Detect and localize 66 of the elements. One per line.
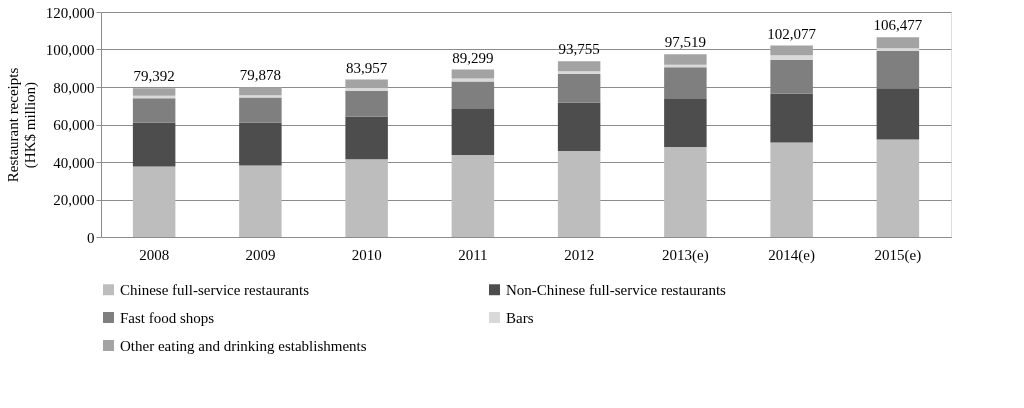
legend-label: Chinese full-service restaurants: [120, 281, 310, 298]
bar: [345, 79, 388, 88]
total-label: 79,392: [133, 68, 175, 85]
legend-label: Fast food shops: [120, 309, 215, 326]
y-tick-label: 80,000: [53, 79, 95, 96]
total-label: 83,957: [346, 59, 388, 76]
bar: [664, 147, 707, 237]
bar: [876, 139, 920, 237]
bar: [345, 87, 388, 91]
x-tick-label: 2013(e): [662, 246, 709, 264]
bar: [876, 88, 920, 140]
bar: [132, 98, 176, 123]
x-tick-label: 2012: [564, 246, 595, 263]
bar: [345, 116, 388, 160]
bar: [239, 95, 282, 98]
bar: [770, 55, 813, 60]
bar: [451, 155, 495, 237]
x-tick-label: 2008: [139, 246, 170, 263]
bar: [876, 48, 920, 51]
x-tick-label: 2015(e): [874, 246, 922, 264]
bar: [664, 99, 707, 147]
total-label: 97,519: [664, 34, 706, 51]
y-tick-label: 60,000: [53, 117, 95, 133]
legend-label: Other eating and drinking establishments: [120, 337, 367, 354]
y-tick-label: 100,000: [45, 42, 95, 58]
bar: [239, 122, 282, 166]
bar: [557, 74, 601, 103]
total-label: 93,755: [558, 41, 600, 58]
bar: [770, 59, 813, 94]
x-tick-label: 2014(e): [768, 246, 815, 264]
bar: [239, 97, 282, 123]
total-label: 89,299: [452, 49, 494, 66]
bar: [876, 50, 920, 89]
bar: [770, 93, 813, 143]
bar: [876, 37, 920, 49]
bar: [132, 122, 176, 167]
bar: [664, 67, 707, 99]
bar: [557, 61, 601, 72]
bar: [451, 69, 495, 79]
x-tick-label: 2010: [351, 246, 382, 263]
bar: [557, 102, 601, 151]
y-axis-title: Restaurant receipts (HK$ million): [4, 67, 39, 183]
bar: [770, 142, 813, 237]
bar: [345, 159, 388, 237]
y-tick-label: 120,000: [45, 4, 95, 21]
y-tick-label: 0: [87, 229, 95, 246]
bar: [239, 165, 282, 237]
total-label: 79,878: [239, 67, 281, 84]
bar: [132, 88, 176, 96]
x-tick-label: 2011: [458, 246, 488, 263]
bar: [770, 45, 813, 56]
y-tick-label: 40,000: [53, 154, 95, 171]
bar: [664, 54, 707, 65]
bar: [239, 87, 282, 96]
x-tick-label: 2009: [245, 246, 276, 263]
bar: [451, 108, 495, 156]
y-tick-label: 20,000: [53, 192, 95, 208]
bar: [557, 71, 601, 75]
bar: [132, 166, 176, 237]
legend-label: Bars: [506, 309, 534, 326]
total-label: 102,077: [767, 25, 817, 42]
bar: [451, 81, 495, 109]
bar: [557, 150, 601, 237]
total-label: 106,477: [873, 17, 923, 34]
bar: [345, 90, 388, 117]
legend-label: Non-Chinese full-service restaurants: [506, 281, 727, 298]
